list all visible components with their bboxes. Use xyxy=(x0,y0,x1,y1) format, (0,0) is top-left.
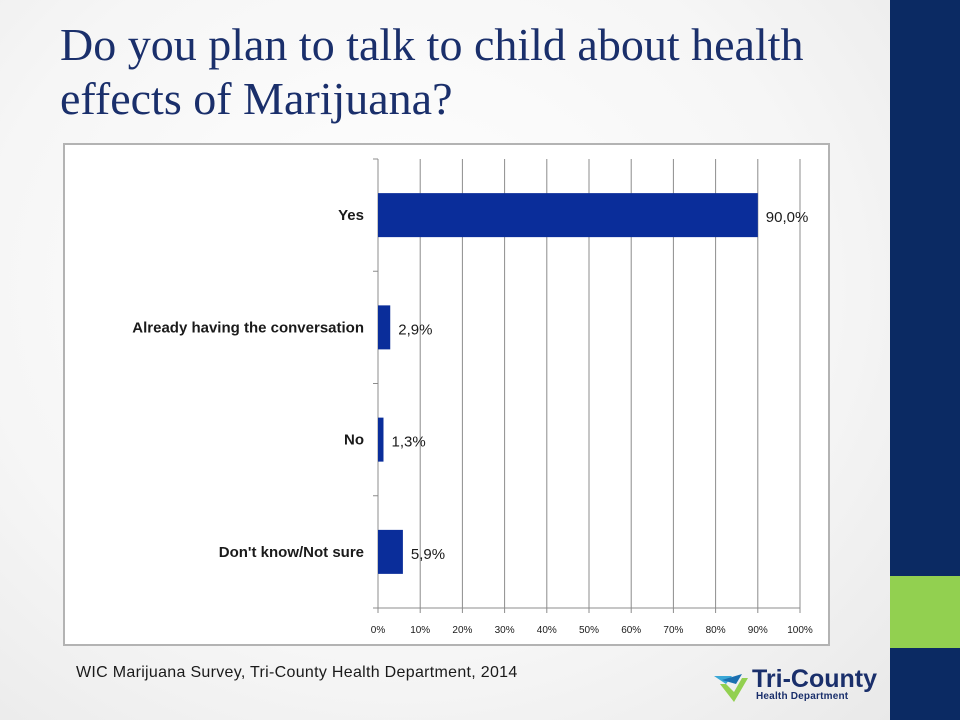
x-tick-label: 100% xyxy=(787,625,813,636)
sidebar-accent-blue-bottom xyxy=(890,648,960,720)
category-label: Don't know/Not sure xyxy=(219,544,364,561)
tri-county-logo: Tri-County Health Department xyxy=(712,666,877,706)
logo-mark-icon xyxy=(714,674,748,702)
x-tick-label: 80% xyxy=(706,625,726,636)
bar xyxy=(378,193,758,238)
x-tick-label: 50% xyxy=(579,625,599,636)
logo-main-text: Tri-County xyxy=(752,665,877,693)
x-tick-label: 40% xyxy=(537,625,557,636)
x-tick-label: 60% xyxy=(621,625,641,636)
logo-sub-text: Health Department xyxy=(756,691,849,702)
x-tick-label: 10% xyxy=(410,625,430,636)
data-label: 5,9% xyxy=(411,546,445,563)
x-tick-label: 30% xyxy=(495,625,515,636)
x-tick-label: 90% xyxy=(748,625,768,636)
category-label: No xyxy=(344,432,364,449)
x-tick-label: 70% xyxy=(663,625,683,636)
sidebar-accent-blue xyxy=(890,0,960,576)
chart-frame: 0% 10% 20% 30% 40% 50% 60% 70% 80% 90% 100% Yes 90,0… xyxy=(63,143,830,646)
data-label: 1,3% xyxy=(391,434,425,451)
source-note: WIC Marijuana Survey, Tri-County Health … xyxy=(76,664,518,681)
bar-chart: 0% 10% 20% 30% 40% 50% 60% 70% 80% 90% 100% Yes 90,0… xyxy=(132,158,813,636)
data-label: 90,0% xyxy=(766,209,809,226)
bar xyxy=(378,529,403,574)
x-tick-label: 20% xyxy=(452,625,472,636)
bar xyxy=(378,305,391,350)
bar xyxy=(378,417,384,462)
category-label: Already having the conversation xyxy=(132,319,364,336)
category-label: Yes xyxy=(338,207,364,224)
sidebar-accent-green xyxy=(890,576,960,648)
data-label: 2,9% xyxy=(398,321,432,338)
x-tick-label: 0% xyxy=(371,625,386,636)
slide-title: Do you plan to talk to child about healt… xyxy=(60,19,804,124)
